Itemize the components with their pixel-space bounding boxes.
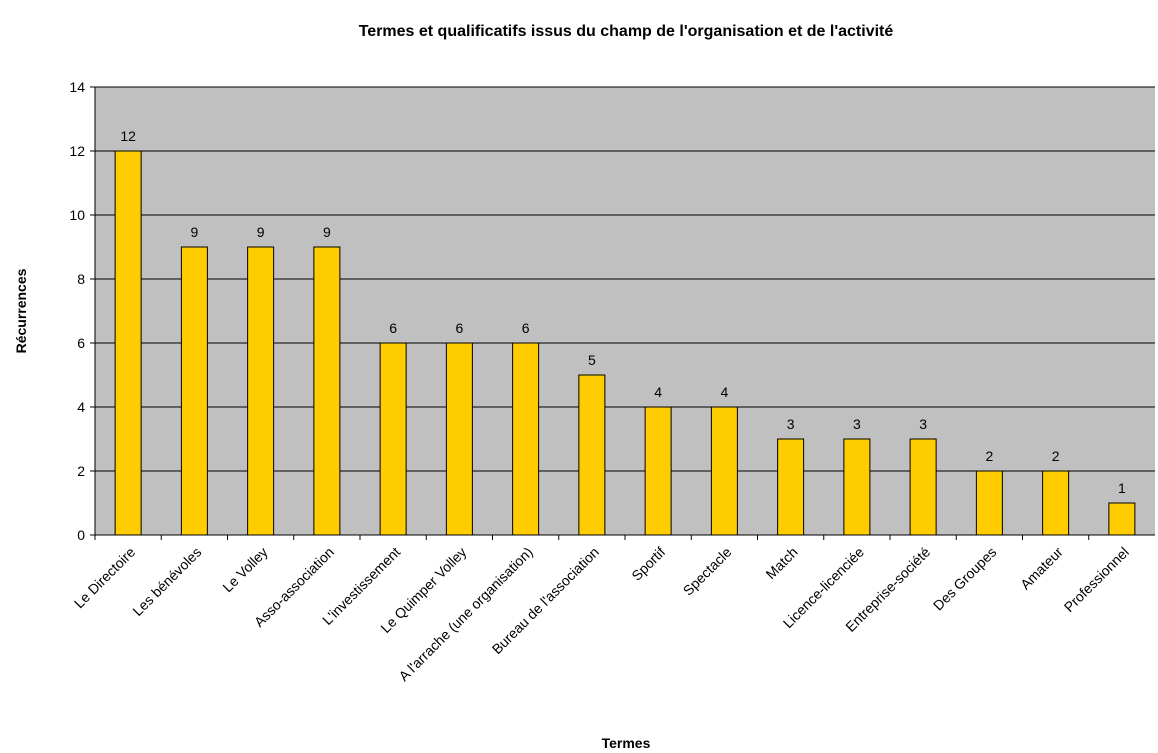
x-axis-label: Termes: [602, 735, 651, 751]
x-tick-label: Des Groupes: [930, 544, 1000, 614]
data-label: 3: [853, 416, 861, 432]
x-tick-label: Match: [762, 544, 800, 582]
data-label: 4: [654, 384, 662, 400]
bar: [512, 342, 540, 536]
bar: [975, 470, 1003, 536]
bar: [313, 246, 341, 536]
bar: [843, 438, 871, 536]
data-label: 4: [720, 384, 728, 400]
data-label: 12: [120, 128, 136, 144]
x-tick-label: Amateur: [1017, 544, 1066, 593]
x-tick-label: Sportif: [628, 544, 668, 584]
y-tick-label: 12: [69, 143, 85, 159]
y-tick-label: 8: [77, 271, 85, 287]
y-tick-label: 6: [77, 335, 85, 351]
y-tick-label: 10: [69, 207, 85, 223]
data-label: 6: [389, 320, 397, 336]
bar: [644, 406, 672, 536]
bar: [1042, 470, 1070, 536]
x-tick-label: Bureau de l'association: [489, 544, 602, 657]
data-label: 1: [1118, 480, 1126, 496]
bar: [247, 246, 275, 536]
y-axis-label: Récurrences: [13, 268, 29, 353]
data-label: 2: [1052, 448, 1060, 464]
x-tick-label: Le Directoire: [71, 544, 139, 612]
x-tick-label: Le Volley: [219, 544, 270, 595]
bar: [578, 374, 606, 536]
bar: [710, 406, 738, 536]
data-label: 3: [919, 416, 927, 432]
data-label: 6: [522, 320, 530, 336]
data-label: 2: [985, 448, 993, 464]
x-tick-label: Professionnel: [1061, 544, 1132, 615]
chart-title: Termes et qualificatifs issus du champ d…: [359, 23, 894, 40]
data-label: 6: [455, 320, 463, 336]
y-tick-label: 0: [77, 527, 85, 543]
bar: [777, 438, 805, 536]
bar: [114, 150, 142, 536]
data-label: 9: [323, 224, 331, 240]
data-label: 9: [190, 224, 198, 240]
bar: [180, 246, 208, 536]
bar: [379, 342, 407, 536]
data-label: 5: [588, 352, 596, 368]
bar: [909, 438, 937, 536]
x-tick-label: Les bénévoles: [129, 544, 204, 619]
bar: [445, 342, 473, 536]
x-tick-label: A l'arrache (une organisation): [395, 544, 535, 684]
data-label: 9: [257, 224, 265, 240]
y-tick-label: 14: [69, 79, 85, 95]
data-label: 3: [787, 416, 795, 432]
y-tick-label: 4: [77, 399, 85, 415]
y-tick-label: 2: [77, 463, 85, 479]
x-tick-label: Spectacle: [680, 544, 735, 599]
bar: [1108, 502, 1136, 536]
